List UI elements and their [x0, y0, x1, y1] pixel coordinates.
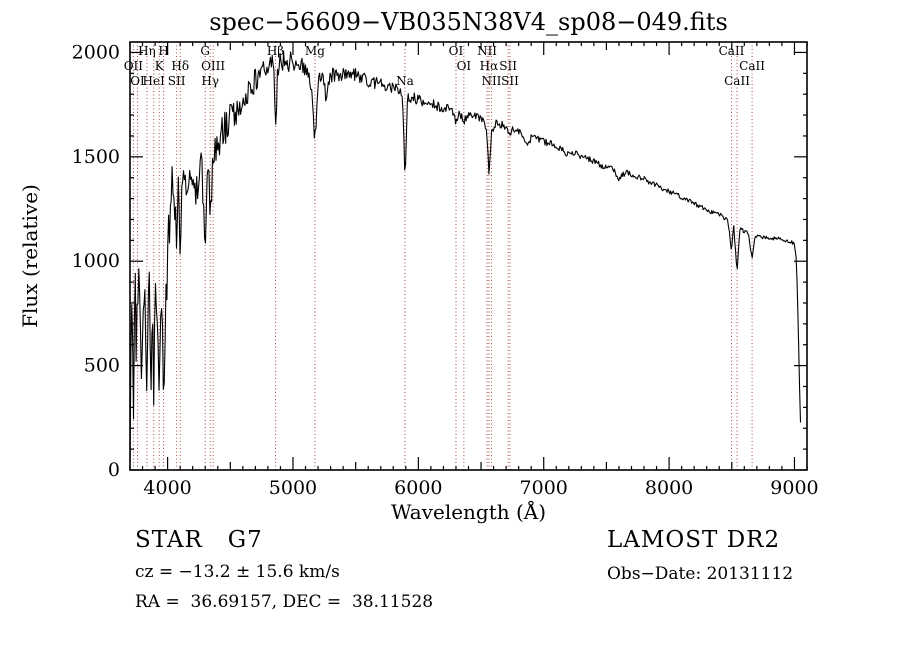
cz-value: cz = −13.2 ± 15.6 km/s: [135, 562, 340, 582]
spectral-line-label: Mg: [305, 44, 325, 58]
spectral-line-label: G: [200, 44, 210, 58]
plot-title: spec−56609−VB035N38V4_sp08−049.fits: [209, 8, 728, 36]
spectral-line-label: NII: [477, 44, 497, 58]
spectral-line-label: CaII: [724, 74, 750, 88]
spectral-line-label: OI: [457, 59, 472, 73]
x-axis-label: Wavelength (Å): [390, 500, 547, 524]
survey-release-label: LAMOST DR2: [607, 527, 781, 553]
x-tick-label: 7000: [520, 477, 568, 499]
y-axis-label: Flux (relative): [18, 184, 42, 328]
x-tick-label: 4000: [143, 477, 191, 499]
spectral-line-label: CaII: [739, 59, 765, 73]
y-tick-label: 0: [108, 459, 120, 481]
spectral-line-label: Hη: [138, 44, 156, 58]
spectral-line-label: SII: [501, 74, 519, 88]
spectral-line-label: SII: [499, 59, 517, 73]
spectral-line-label: NII: [481, 74, 501, 88]
spectral-line-label: OI: [130, 74, 145, 88]
x-tick-label: 6000: [394, 477, 442, 499]
spectral-line-label: Hγ: [201, 74, 219, 88]
spectral-line-label: Hδ: [171, 59, 189, 73]
x-tick-label: 8000: [645, 477, 693, 499]
y-tick-label: 500: [84, 355, 120, 377]
y-tick-label: 1000: [72, 250, 120, 272]
spectral-line-label: OIII: [201, 59, 225, 73]
spectrum-trace: [129, 50, 802, 466]
spectral-line-label: OII: [124, 59, 144, 73]
spectral-line-label: HeI: [143, 74, 166, 88]
spectral-line-label: H: [158, 44, 168, 58]
spectral-line-label: Hβ: [267, 44, 284, 58]
spectral-line-label: CaII: [719, 44, 745, 58]
spectral-line-label: Hα: [480, 59, 499, 73]
x-tick-label: 9000: [770, 477, 818, 499]
object-class-label: STAR G7: [135, 527, 263, 553]
plot-border: [129, 41, 808, 471]
obs-date: Obs−Date: 20131112: [607, 564, 794, 584]
y-tick-label: 1500: [72, 146, 120, 168]
spectral-line-label: K: [155, 59, 165, 73]
x-tick-label: 5000: [269, 477, 317, 499]
spectral-line-label: SII: [168, 74, 186, 88]
y-tick-label: 2000: [72, 41, 120, 63]
spectral-line-label: Na: [396, 74, 414, 88]
spectral-line-label: OI: [449, 44, 464, 58]
ra-dec-value: RA = 36.69157, DEC = 38.11528: [135, 592, 434, 612]
